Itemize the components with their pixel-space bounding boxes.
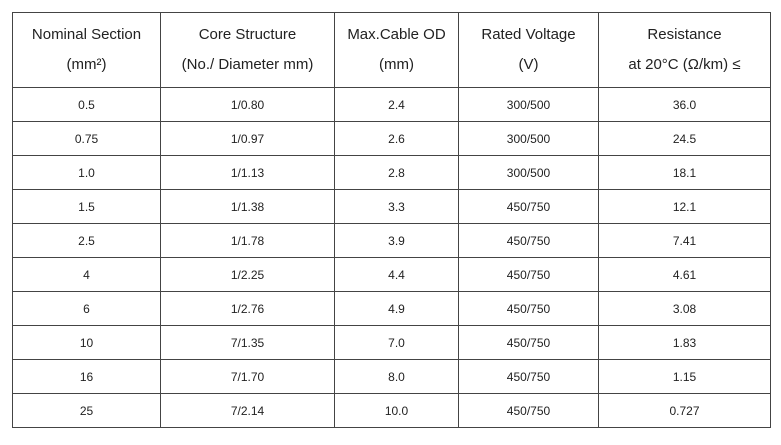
table-row: 0.5 1/0.80 2.4 300/500 36.0 [12, 87, 771, 122]
table-cell: 4.4 [334, 257, 459, 292]
table-cell: 1.5 [12, 189, 161, 224]
table-row: 25 7/2.14 10.0 450/750 0.727 [12, 393, 771, 428]
table-cell: 450/750 [458, 291, 599, 326]
cable-table: Nominal Section (mm²) Core Structure (No./ … [12, 12, 771, 428]
table-body: 0.5 1/0.80 2.4 300/500 36.0 0.75 1/0.97 2.6 300/… [12, 87, 771, 428]
table-cell: 1.83 [598, 325, 771, 360]
table-row: 6 1/2.76 4.9 450/750 3.08 [12, 291, 771, 326]
table-row: 1.5 1/1.38 3.3 450/750 12.1 [12, 189, 771, 224]
header-text: at 20°C (Ω/km) ≤ [628, 56, 741, 73]
header-cell: Resistance at 20°C (Ω/km) ≤ [598, 12, 771, 88]
header-text: Rated Voltage [481, 26, 576, 43]
table-cell: 0.727 [598, 393, 771, 428]
table-cell: 1/2.25 [160, 257, 335, 292]
table-cell: 2.6 [334, 121, 459, 156]
table-cell: 4.9 [334, 291, 459, 326]
table-cell: 1/2.76 [160, 291, 335, 326]
table-cell: 36.0 [598, 87, 771, 122]
table-cell: 450/750 [458, 189, 599, 224]
table-cell: 10 [12, 325, 161, 360]
table-cell: 18.1 [598, 155, 771, 190]
table-cell: 7.41 [598, 223, 771, 258]
table-cell: 1/1.78 [160, 223, 335, 258]
header-cell: Max.Cable OD (mm) [334, 12, 459, 88]
table-cell: 0.5 [12, 87, 161, 122]
table-cell: 1/1.38 [160, 189, 335, 224]
table-cell: 12.1 [598, 189, 771, 224]
table-cell: 8.0 [334, 359, 459, 394]
table-cell: 2.4 [334, 87, 459, 122]
header-text: (V) [518, 56, 539, 73]
header-cell: Core Structure (No./ Diameter mm) [160, 12, 335, 88]
table-row: 1.0 1/1.13 2.8 300/500 18.1 [12, 155, 771, 190]
table-cell: 4.61 [598, 257, 771, 292]
header-text: (mm²) [66, 56, 107, 73]
table-cell: 450/750 [458, 257, 599, 292]
table-cell: 450/750 [458, 359, 599, 394]
header-cell: Nominal Section (mm²) [12, 12, 161, 88]
header-text: Nominal Section [31, 26, 142, 43]
table-cell: 1.0 [12, 155, 161, 190]
table-cell: 450/750 [458, 393, 599, 428]
table-row: 2.5 1/1.78 3.9 450/750 7.41 [12, 223, 771, 258]
table-cell: 25 [12, 393, 161, 428]
header-cell: Rated Voltage (V) [458, 12, 599, 88]
table-cell: 1/0.97 [160, 121, 335, 156]
table-cell: 1/1.13 [160, 155, 335, 190]
table-cell: 24.5 [598, 121, 771, 156]
table-cell: 300/500 [458, 155, 599, 190]
table-row: 10 7/1.35 7.0 450/750 1.83 [12, 325, 771, 360]
header-text: (mm) [379, 56, 414, 73]
table-cell: 0.75 [12, 121, 161, 156]
table-cell: 3.3 [334, 189, 459, 224]
table-row: 0.75 1/0.97 2.6 300/500 24.5 [12, 121, 771, 156]
table-cell: 300/500 [458, 87, 599, 122]
table-row: 16 7/1.70 8.0 450/750 1.15 [12, 359, 771, 394]
table-cell: 1.15 [598, 359, 771, 394]
table-cell: 3.08 [598, 291, 771, 326]
table-cell: 2.8 [334, 155, 459, 190]
table-cell: 450/750 [458, 325, 599, 360]
table-cell: 16 [12, 359, 161, 394]
table-cell: 10.0 [334, 393, 459, 428]
header-row: Nominal Section (mm²) Core Structure (No./ … [12, 12, 771, 88]
table-row: 4 1/2.25 4.4 450/750 4.61 [12, 257, 771, 292]
table-cell: 300/500 [458, 121, 599, 156]
table-cell: 7.0 [334, 325, 459, 360]
header-text: (No./ Diameter mm) [181, 56, 314, 73]
header-text: Resistance [647, 26, 722, 43]
table-cell: 1/0.80 [160, 87, 335, 122]
table-cell: 4 [12, 257, 161, 292]
header-text: Max.Cable OD [347, 26, 446, 43]
table-cell: 2.5 [12, 223, 161, 258]
table-cell: 450/750 [458, 223, 599, 258]
header-text: Core Structure [198, 26, 297, 43]
table-cell: 3.9 [334, 223, 459, 258]
table-cell: 7/2.14 [160, 393, 335, 428]
table-cell: 7/1.70 [160, 359, 335, 394]
table-cell: 7/1.35 [160, 325, 335, 360]
table-cell: 6 [12, 291, 161, 326]
